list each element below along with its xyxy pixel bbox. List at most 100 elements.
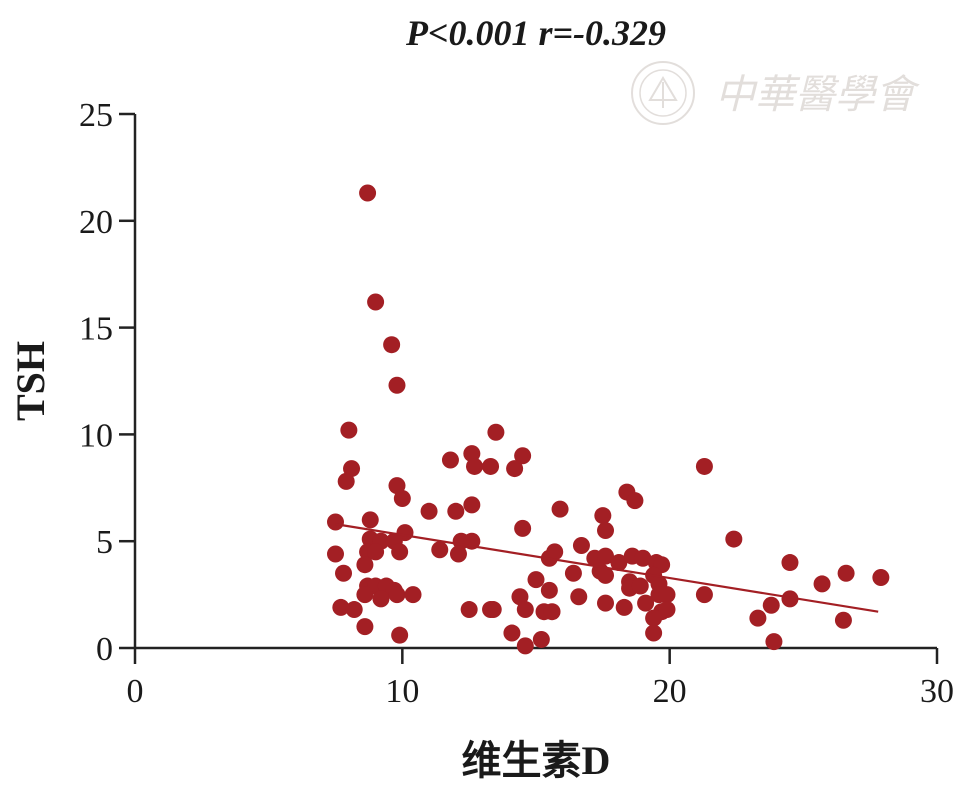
data-point bbox=[546, 543, 564, 561]
y-tick-label: 10 bbox=[79, 417, 113, 454]
data-point bbox=[570, 588, 588, 606]
data-point bbox=[516, 637, 534, 655]
data-point bbox=[463, 445, 481, 463]
y-tick-label: 0 bbox=[96, 631, 113, 668]
data-point bbox=[834, 611, 852, 629]
data-point bbox=[484, 601, 502, 619]
data-point bbox=[543, 603, 561, 621]
data-point bbox=[388, 586, 406, 604]
data-point bbox=[359, 184, 377, 202]
data-point bbox=[837, 564, 855, 582]
data-point bbox=[391, 626, 409, 644]
data-point bbox=[466, 457, 484, 475]
data-point bbox=[597, 566, 615, 584]
data-point bbox=[572, 536, 590, 554]
data-point bbox=[393, 489, 411, 507]
data-point bbox=[725, 530, 743, 548]
trendline-group bbox=[335, 523, 879, 613]
data-point bbox=[781, 590, 799, 608]
data-point bbox=[765, 633, 783, 651]
data-point bbox=[343, 460, 361, 478]
x-tick-label: 20 bbox=[653, 673, 687, 710]
data-point bbox=[564, 564, 582, 582]
watermark-logo: 中華醫學會 bbox=[631, 61, 920, 125]
x-tick-label: 30 bbox=[920, 673, 954, 710]
data-point bbox=[487, 423, 505, 441]
data-point bbox=[637, 594, 655, 612]
data-point bbox=[597, 594, 615, 612]
data-point bbox=[391, 543, 409, 561]
data-point bbox=[749, 609, 767, 627]
data-point bbox=[610, 554, 628, 572]
data-point bbox=[503, 624, 521, 642]
data-point bbox=[345, 601, 363, 619]
data-point bbox=[356, 586, 374, 604]
data-point bbox=[420, 502, 438, 520]
trendline bbox=[335, 523, 879, 613]
data-point bbox=[463, 496, 481, 514]
data-point bbox=[516, 601, 534, 619]
data-point bbox=[658, 601, 676, 619]
data-point bbox=[514, 447, 532, 465]
data-point bbox=[367, 293, 385, 311]
data-point bbox=[388, 477, 406, 495]
data-point bbox=[594, 507, 612, 525]
data-point bbox=[540, 581, 558, 599]
y-tick-label: 20 bbox=[79, 204, 113, 241]
chart-title: P<0.001 r=-0.329 bbox=[405, 13, 666, 53]
data-point bbox=[404, 586, 422, 604]
data-point bbox=[645, 609, 663, 627]
data-point bbox=[597, 522, 615, 540]
data-point bbox=[631, 577, 649, 595]
data-point bbox=[645, 624, 663, 642]
data-point bbox=[872, 569, 890, 587]
data-point bbox=[527, 571, 545, 589]
y-axis-label: TSH bbox=[8, 341, 53, 421]
data-point bbox=[762, 596, 780, 614]
data-points bbox=[327, 184, 890, 655]
data-point bbox=[431, 541, 449, 559]
data-point bbox=[514, 519, 532, 537]
data-point bbox=[327, 545, 344, 563]
data-point bbox=[356, 556, 374, 574]
data-point bbox=[383, 336, 401, 354]
data-point bbox=[372, 590, 390, 608]
data-point bbox=[367, 543, 385, 561]
data-point bbox=[482, 457, 500, 475]
watermark-text: 中華醫學會 bbox=[715, 72, 920, 117]
x-axis-label: 维生素D bbox=[462, 738, 611, 783]
data-point bbox=[361, 511, 379, 529]
data-point bbox=[337, 472, 355, 490]
y-ticks: 0 5 10 15 20 25 bbox=[79, 97, 135, 668]
data-point bbox=[695, 586, 713, 604]
data-point bbox=[332, 598, 350, 616]
data-point bbox=[634, 549, 652, 567]
x-ticks: 0 10 20 30 bbox=[127, 648, 954, 710]
y-tick-label: 15 bbox=[79, 311, 113, 348]
data-point bbox=[447, 502, 465, 520]
data-point bbox=[511, 588, 529, 606]
data-point bbox=[813, 575, 831, 593]
data-point bbox=[597, 547, 615, 565]
y-tick-label: 25 bbox=[79, 97, 113, 134]
data-point bbox=[460, 601, 478, 619]
data-point bbox=[781, 554, 799, 572]
data-point bbox=[506, 460, 524, 478]
data-point bbox=[551, 500, 569, 518]
x-tick-label: 10 bbox=[385, 673, 419, 710]
data-point bbox=[658, 586, 676, 604]
data-point bbox=[449, 545, 467, 563]
data-point bbox=[388, 376, 406, 394]
data-point bbox=[626, 492, 644, 510]
x-tick-label: 0 bbox=[127, 673, 144, 710]
data-point bbox=[340, 421, 358, 439]
data-point bbox=[327, 513, 344, 531]
data-point bbox=[335, 564, 353, 582]
y-tick-label: 5 bbox=[96, 524, 113, 561]
data-point bbox=[532, 630, 550, 648]
data-point bbox=[441, 451, 459, 469]
data-point bbox=[615, 598, 633, 616]
data-point bbox=[695, 457, 713, 475]
data-point bbox=[356, 618, 374, 636]
